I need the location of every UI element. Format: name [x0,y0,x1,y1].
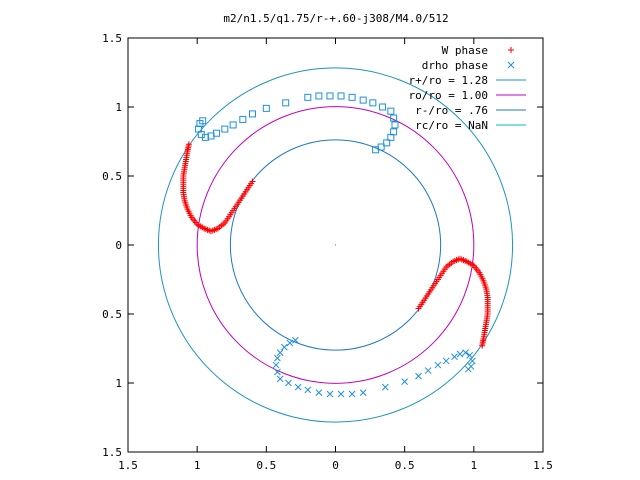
series-2-point-13 [326,92,334,100]
series-1-point-11 [315,389,323,397]
series-1-point-3 [276,349,284,356]
center-dot [334,244,337,246]
series-1-point-9 [294,383,302,391]
series-2-point-28 [199,117,207,125]
y-tick-label-3: 0 [115,239,122,252]
legend-label-4: r-/ro = .76 [415,104,488,117]
series-2-point-4 [383,139,391,147]
data-points [180,92,491,398]
y-tick-label-4: 0.5 [102,308,122,321]
series-1-point-17 [401,378,409,385]
x-tick-label-1: 1 [194,459,201,472]
series-1-point-21 [442,357,450,365]
series-1-point-2 [274,354,281,362]
legend-label-3: ro/ro = 1.00 [409,89,488,102]
circle-2 [229,139,442,351]
series-1-point-15 [359,389,367,397]
series-1-point-13 [337,390,345,398]
series-2-point-18 [249,110,256,118]
series-2-point-16 [282,99,290,107]
series-1-point-7 [276,375,284,383]
legend-label-2: r+/ro = 1.28 [409,74,488,87]
series-1-point-1 [272,361,280,369]
series-1-point-10 [304,386,312,394]
series-1-point-4 [280,343,288,351]
x-tick-label-2: 0.5 [256,459,276,472]
series-0 [180,141,491,349]
series-2-point-12 [337,92,345,100]
y-tick-label-1: 1 [115,101,122,114]
series-2-point-7 [387,107,395,115]
series-2-point-20 [229,121,237,129]
series-2-point-21 [221,125,229,133]
legend-swatch-0 [508,47,514,53]
y-tick-label-2: 0.5 [102,170,122,183]
series-2 [195,92,399,154]
circle-1 [196,106,475,384]
series-1-point-24 [462,349,469,356]
series-2-point-19 [239,115,247,123]
series-2-point-10 [359,96,367,104]
legend-label-5: rc/ro = NaN [415,119,488,132]
series-2-point-9 [369,99,377,107]
series-1-point-8 [285,379,292,387]
reference-circles [157,67,514,423]
series-1-point-28 [464,365,472,373]
series-1-point-25 [466,352,474,359]
x-tick-label-5: 1 [471,459,478,472]
y-tick-label-6: 1.5 [102,446,122,459]
x-tick-label-3: 0 [332,459,339,472]
series-2-point-14 [315,92,323,100]
x-tick-label-4: 0.5 [395,459,415,472]
series-0-point-19 [249,178,256,185]
series-2-point-17 [262,104,270,112]
series-2-point-0 [390,114,398,122]
series-1-point-6 [292,336,299,344]
series-2-point-3 [387,133,395,141]
series-1-point-5 [286,339,294,347]
series-2-point-1 [391,121,399,129]
series-1-point-19 [424,367,432,374]
series-1 [272,336,476,398]
x-tick-label-6: 1.5 [533,459,553,472]
y-tick-label-0: 1.5 [102,32,122,45]
series-0-point-39 [415,305,422,312]
series-1-point-23 [456,350,464,358]
chart-title: m2/n1.5/q1.75/r-+.60-j308/M4.0/512 [223,12,448,25]
circle-0 [157,67,514,423]
series-1-point-20 [434,361,442,369]
x-tick-label-0: 1.5 [118,459,138,472]
y-tick-label-5: 1 [115,377,122,390]
series-1-point-16 [381,383,389,391]
legend-swatch-1 [507,61,515,69]
series-1-point-26 [469,357,476,365]
series-2-point-6 [372,146,380,154]
series-1-point-0 [274,368,281,376]
legend: W phase drho phase r+/ro = 1.28 ro/ro = 1.0… [409,44,526,132]
legend-label-1: drho phase [422,59,488,72]
series-2-point-15 [304,93,312,101]
series-2-point-11 [348,93,356,101]
series-2-point-8 [379,103,387,111]
series-1-point-14 [348,390,356,398]
series-1-point-22 [451,353,458,361]
legend-label-0: W phase [442,44,488,57]
series-1-point-18 [415,372,422,380]
series-1-point-12 [326,390,334,398]
